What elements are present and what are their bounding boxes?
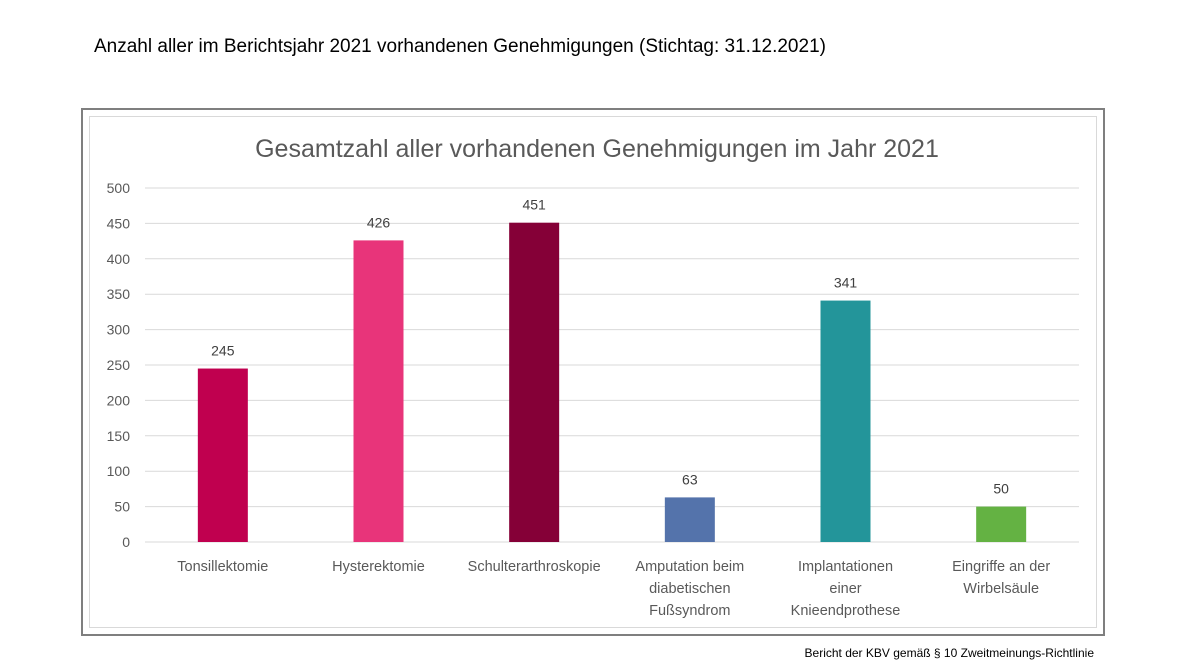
category-label: Schulterarthroskopie: [468, 559, 601, 575]
y-tick-label: 450: [107, 215, 131, 231]
y-tick-label: 0: [122, 534, 130, 550]
category-label-line: Amputation beim: [635, 559, 744, 575]
category-label-line: Hysterektomie: [332, 559, 425, 575]
category-label-line: Wirbelsäule: [963, 581, 1039, 597]
y-tick-label: 400: [107, 251, 131, 267]
category-label-line: Schulterarthroskopie: [468, 559, 601, 575]
y-tick-label: 300: [107, 322, 131, 338]
category-label: Eingriffe an der Wirbelsäule: [952, 559, 1050, 597]
bar: [198, 369, 248, 542]
data-label: 341: [834, 275, 858, 291]
page-heading: Anzahl aller im Berichtsjahr 2021 vorhan…: [94, 36, 826, 58]
data-label: 63: [682, 471, 698, 487]
category-label-line: Tonsillektomie: [177, 559, 268, 575]
data-label: 451: [522, 197, 546, 213]
category-label: Implantationen einer Knieendprothese: [791, 559, 901, 619]
category-label-line: Implantationen: [798, 559, 893, 575]
y-tick-label: 350: [107, 286, 131, 302]
category-label: Tonsillektomie: [177, 559, 268, 575]
category-label-line: diabetischen: [649, 581, 730, 597]
bar: [665, 497, 715, 542]
bar: [821, 301, 871, 542]
footer-note: Bericht der KBV gemäß § 10 Zweitmeinungs…: [805, 646, 1094, 660]
category-label: Hysterektomie: [332, 559, 425, 575]
bar: [509, 223, 559, 542]
y-tick-label: 100: [107, 463, 131, 479]
y-tick-label: 250: [107, 357, 131, 373]
y-tick-label: 50: [114, 499, 130, 515]
chart-frame: Gesamtzahl aller vorhandenen Genehmigung…: [81, 108, 1105, 636]
category-label-line: Knieendprothese: [791, 603, 901, 619]
bar: [976, 507, 1026, 542]
category-label: Amputation beim diabetischen Fußsyndrom: [635, 559, 744, 619]
chart-title: Gesamtzahl aller vorhandenen Genehmigung…: [255, 135, 939, 163]
bar-chart: Gesamtzahl aller vorhandenen Genehmigung…: [83, 110, 1103, 634]
data-label: 245: [211, 343, 235, 359]
data-label: 50: [993, 481, 1009, 497]
category-label-line: Eingriffe an der: [952, 559, 1050, 575]
y-tick-label: 150: [107, 428, 131, 444]
bar: [354, 240, 404, 542]
category-label-line: einer: [829, 581, 861, 597]
data-label: 426: [367, 214, 391, 230]
category-label-line: Fußsyndrom: [649, 603, 730, 619]
y-tick-label: 500: [107, 180, 131, 196]
y-tick-label: 200: [107, 392, 131, 408]
